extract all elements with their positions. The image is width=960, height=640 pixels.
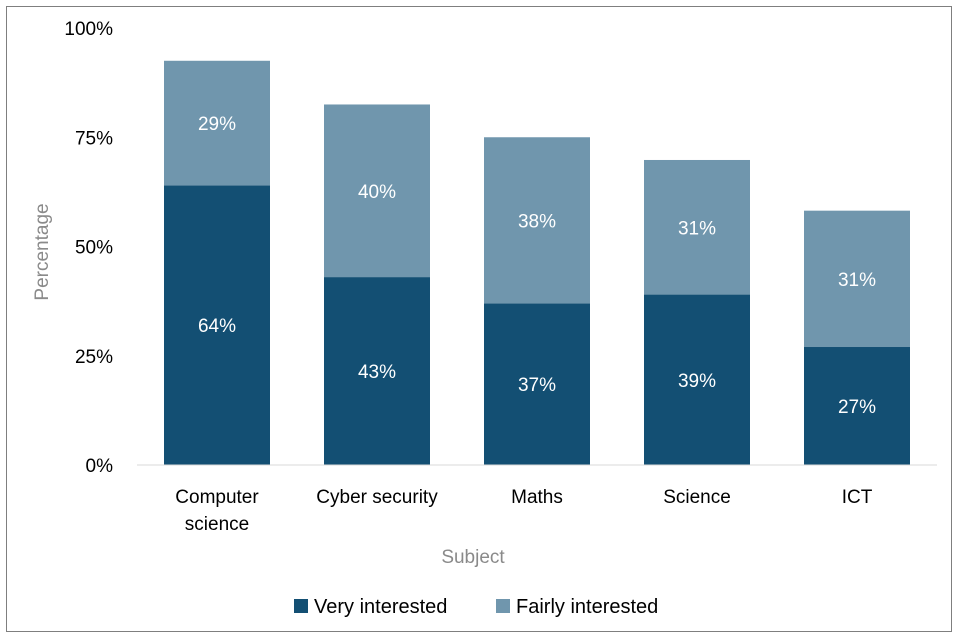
data-label-fairly-interested: 31% [678, 218, 716, 239]
y-axis-title: Percentage [32, 203, 53, 300]
x-tick-label: Science [663, 487, 731, 508]
chart-frame: 0% 25% 50% 75% 100% 64% 29% 43% 40% 37% 38% 39% 31%… [6, 6, 952, 632]
x-axis: Computer science Cyber security Maths Scienc… [175, 487, 872, 535]
stacked-bar-chart: 0% 25% 50% 75% 100% 64% 29% 43% 40% 37% 38% 39% 31%… [32, 19, 937, 618]
bar-fairly-interested [804, 210, 910, 348]
y-axis: 0% 25% 50% 75% 100% [64, 19, 113, 477]
data-label-fairly-interested: 38% [518, 211, 556, 232]
x-tick-label: Maths [511, 487, 563, 508]
data-label-fairly-interested: 31% [838, 270, 876, 291]
data-labels: 64% 29% 43% 40% 37% 38% 39% 31% 27% 31% [198, 114, 876, 418]
data-label-fairly-interested: 40% [358, 182, 396, 203]
y-tick-label: 75% [75, 128, 113, 149]
legend-swatch [294, 599, 308, 613]
bar-fairly-interested [644, 159, 750, 295]
x-tick-label: Computer [175, 487, 259, 508]
legend-swatch [496, 599, 510, 613]
data-label-fairly-interested: 29% [198, 114, 236, 135]
y-tick-label: 100% [64, 19, 113, 40]
bar-very-interested [324, 277, 430, 465]
bar-fairly-interested [324, 104, 430, 278]
bar-very-interested [804, 347, 910, 465]
y-tick-label: 50% [75, 238, 113, 259]
legend: Very interested Fairly interested [294, 596, 658, 618]
y-tick-label: 25% [75, 347, 113, 368]
data-label-very-interested: 64% [198, 316, 236, 337]
x-tick-label: science [185, 514, 249, 535]
bar-fairly-interested [164, 60, 270, 186]
x-tick-label: ICT [842, 487, 873, 508]
x-tick-label: Cyber security [316, 487, 438, 508]
x-axis-title: Subject [441, 547, 505, 568]
bar-very-interested [484, 303, 590, 465]
bar-very-interested [644, 294, 750, 465]
y-tick-label: 0% [86, 456, 114, 477]
legend-label: Very interested [314, 596, 447, 618]
data-label-very-interested: 37% [518, 375, 556, 396]
data-label-very-interested: 39% [678, 371, 716, 392]
bar-fairly-interested [484, 137, 590, 304]
data-label-very-interested: 27% [838, 397, 876, 418]
bar-very-interested [164, 185, 270, 465]
bars [164, 60, 910, 465]
data-label-very-interested: 43% [358, 362, 396, 383]
legend-label: Fairly interested [516, 596, 658, 618]
